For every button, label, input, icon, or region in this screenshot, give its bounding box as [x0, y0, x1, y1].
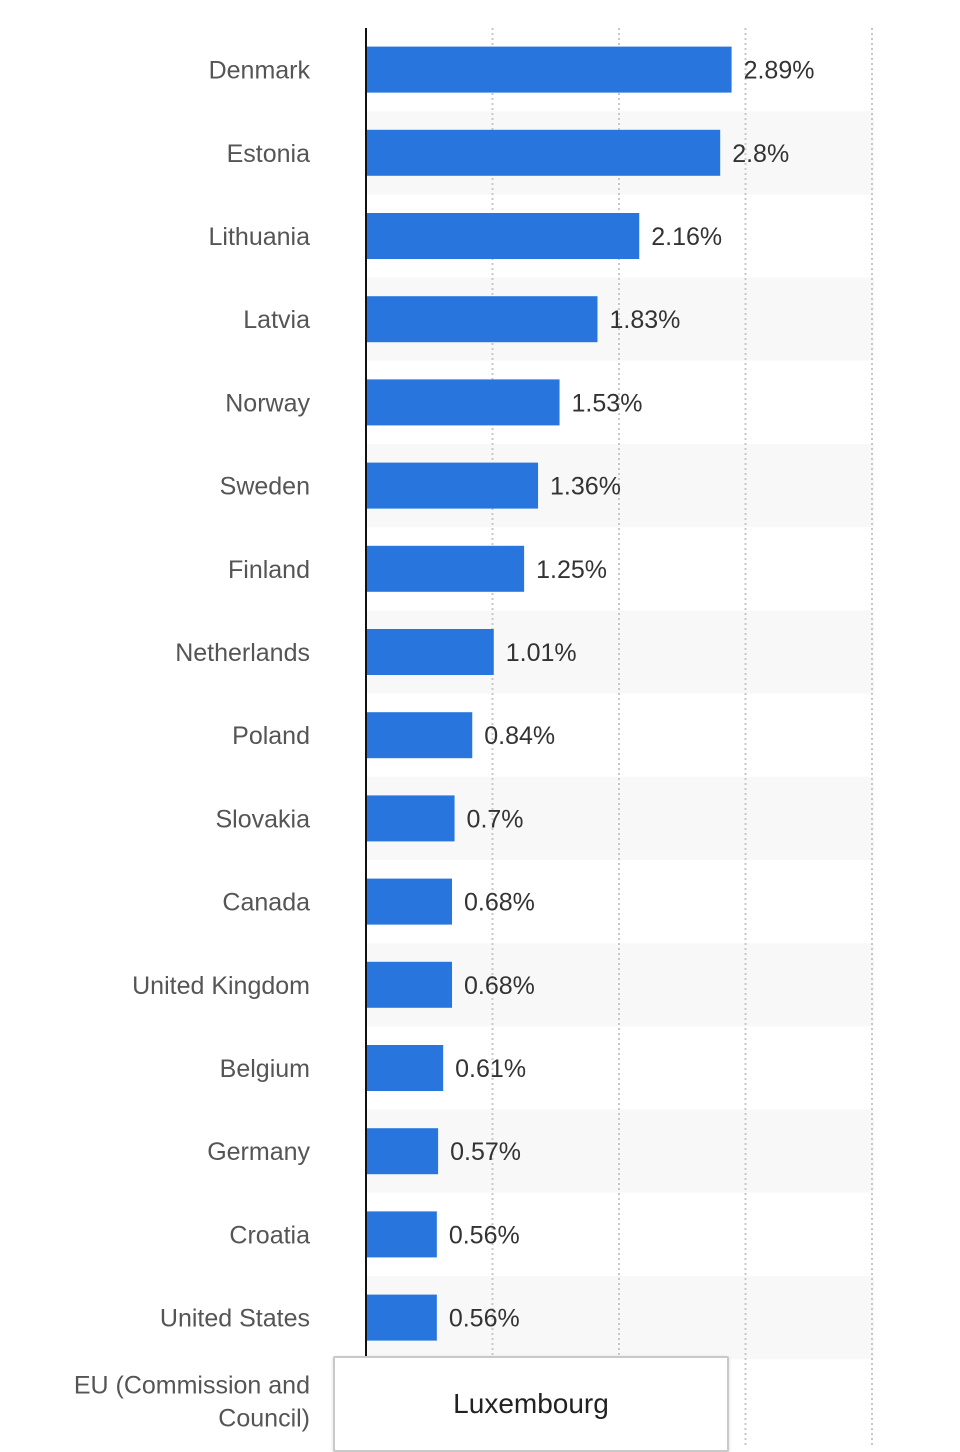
bar[interactable] [366, 1045, 444, 1091]
category-label: Denmark [209, 57, 311, 85]
bar[interactable] [366, 878, 453, 925]
bar[interactable] [366, 961, 453, 1008]
bar[interactable] [366, 379, 560, 426]
category-label: Canada [222, 889, 310, 917]
category-label: Estonia [227, 140, 310, 168]
bar[interactable] [366, 1294, 437, 1341]
value-label: 1.25% [536, 556, 607, 584]
category-label: Finland [228, 556, 310, 584]
tooltip: Luxembourg [333, 1356, 729, 1452]
category-label: United Kingdom [132, 972, 310, 1000]
category-label: Latvia [243, 306, 310, 334]
category-label: Sweden [220, 473, 310, 501]
bar[interactable] [366, 462, 539, 509]
category-label: Croatia [229, 1221, 310, 1249]
bar[interactable] [366, 1211, 437, 1258]
value-label: 0.56% [449, 1305, 520, 1333]
value-label: 0.56% [449, 1221, 520, 1249]
bar[interactable] [366, 129, 721, 176]
category-label: EU (Commission and [74, 1371, 310, 1399]
value-label: 1.53% [572, 389, 643, 417]
category-label: Poland [232, 722, 310, 750]
category-label: Slovakia [216, 805, 311, 833]
category-label: Germany [207, 1138, 310, 1166]
bar[interactable] [366, 545, 525, 592]
value-label: 0.57% [450, 1138, 521, 1166]
value-label: 1.83% [609, 306, 680, 334]
value-label: 1.01% [506, 639, 577, 667]
bar[interactable] [366, 712, 473, 759]
category-label: Norway [225, 389, 310, 417]
bar[interactable] [366, 213, 640, 259]
bar[interactable] [366, 629, 494, 675]
category-label: United States [160, 1305, 310, 1333]
category-label: Belgium [220, 1055, 310, 1083]
bar[interactable] [366, 46, 732, 93]
value-label: 0.68% [464, 889, 535, 917]
value-label: 2.89% [744, 57, 815, 85]
bar[interactable] [366, 296, 598, 343]
value-label: 2.8% [732, 140, 789, 168]
category-label: Lithuania [209, 223, 311, 251]
category-label: Council) [218, 1404, 310, 1432]
value-label: 0.68% [464, 972, 535, 1000]
bar[interactable] [366, 795, 455, 842]
value-label: 2.16% [651, 223, 722, 251]
value-label: 0.61% [455, 1055, 526, 1083]
value-label: 0.7% [467, 805, 524, 833]
category-label: Netherlands [175, 639, 310, 667]
value-label: 1.36% [550, 473, 621, 501]
tooltip-title: Luxembourg [453, 1388, 609, 1419]
bar[interactable] [366, 1128, 439, 1175]
value-label: 0.84% [484, 722, 555, 750]
row-band [366, 1109, 874, 1193]
